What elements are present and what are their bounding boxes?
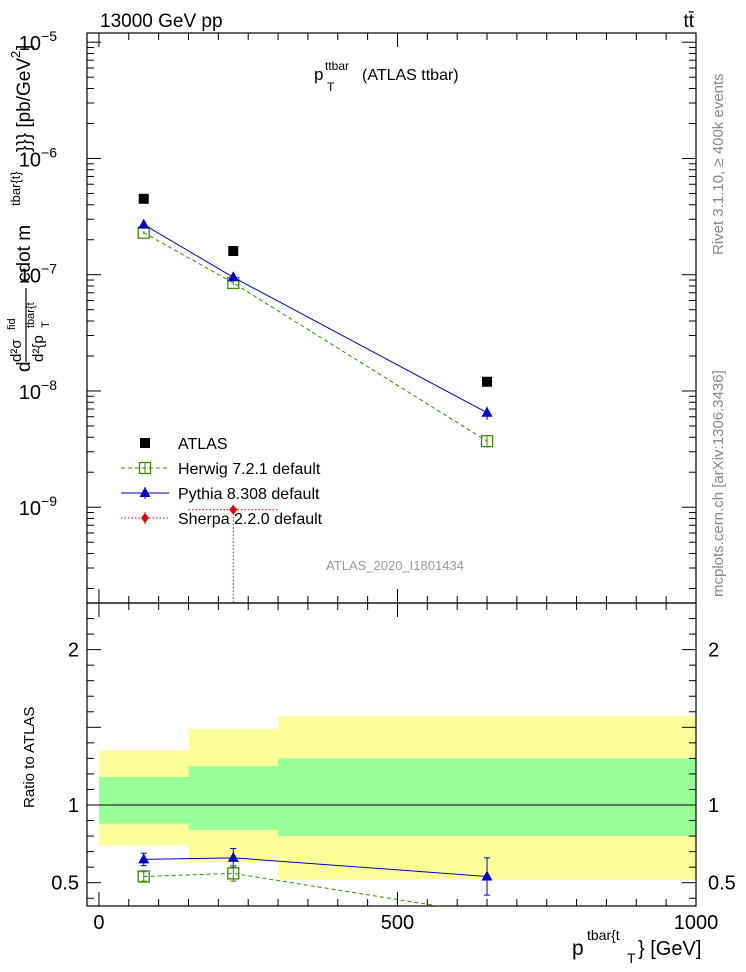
ratio-herwig-line [143, 872, 442, 906]
ratio-y-tick-label-left: 2 [68, 640, 79, 662]
herwig-line [143, 232, 488, 442]
ratio-herwig-marker [137, 870, 150, 883]
plot-title: p ttbar T (ATLAS ttbar) [314, 59, 459, 94]
main-y-tick-label: 10−5 [19, 28, 57, 55]
ylabel-cdot-sup: tbar{t} [8, 171, 23, 206]
ylabel-denominator-sub: T [40, 321, 52, 328]
analysis-watermark: ATLAS_2020_I1801434 [326, 558, 464, 573]
xlabel-main: p [572, 937, 584, 960]
rivet-version-label: Rivet 3.1.10, ≥ 400k events [710, 73, 727, 255]
x-axis-label: p tbar{t T } [GeV] [572, 927, 701, 966]
header-energy: 13000 GeV pp [100, 11, 223, 32]
legend: ATLAS Herwig 7.2.1 default Pythia 8.308 de… [121, 436, 323, 528]
title-suffix: (ATLAS ttbar) [362, 67, 459, 84]
legend-atlas-label: ATLAS [178, 436, 228, 453]
ratio-y-axis-label: Ratio to ATLAS [21, 707, 38, 808]
xlabel-sup: tbar{t [587, 927, 620, 943]
ratio-band-green-1 [188, 766, 279, 830]
ylabel-numerator-sup: fid [6, 318, 18, 330]
ratio-y-tick-label-right: 1 [708, 795, 719, 817]
pythia-marker [227, 271, 239, 282]
legend-atlas-marker [140, 438, 150, 448]
legend-pythia-marker [139, 487, 151, 497]
ylabel-unit-sup: 2 [8, 51, 23, 58]
atlas-marker [228, 245, 239, 256]
legend-pythia-label: Pythia 8.308 default [178, 486, 320, 503]
xlabel-unit: } [GeV] [638, 938, 701, 960]
ratio-panel: 0 500 1000 0.5 0.5 1 1 2 2 [51, 602, 736, 934]
ratio-herwig-marker [227, 867, 240, 880]
ylabel-d: d [14, 361, 35, 372]
header-process: tt̄ [683, 11, 694, 32]
legend-sherpa-label: Sherpa 2.2.0 default [178, 511, 323, 528]
ylabel-cdot: cdot m [14, 225, 35, 282]
main-y-tick-label: 10−9 [19, 493, 57, 520]
ylabel-numerator: d²σ [8, 339, 25, 362]
title-sup: ttbar [325, 59, 349, 73]
legend-sherpa-marker [141, 513, 149, 523]
main-series-layer [137, 193, 494, 603]
herwig-marker [480, 435, 494, 448]
pythia-line [143, 224, 488, 414]
ratio-y-tick-label-right: 0.5 [708, 873, 736, 895]
ratio-pythia-marker [227, 851, 239, 862]
ratio-band-green-2 [278, 758, 696, 837]
x-tick-label: 0 [93, 912, 104, 934]
main-y-tick-label: 10−8 [19, 377, 57, 404]
ratio-frame [86, 602, 697, 907]
main-panel: 10−9 10−8 10−7 10−6 10−5 ATLAS Herwig 7.2.1 de… [19, 28, 697, 604]
ylabel-unit-end: ] [14, 45, 35, 50]
ratio-pythia-marker [138, 853, 150, 864]
mcplots-label: mcplots.cern.ch [arXiv:1306.3436] [710, 370, 727, 597]
main-y-tick-label: 10−7 [19, 261, 57, 288]
ylabel-denominator: d²{p [30, 335, 47, 362]
x-tick-label: 1000 [674, 912, 719, 934]
ratio-y-tick-label-left: 1 [68, 795, 79, 817]
ratio-y-tick-label-left: 0.5 [51, 873, 79, 895]
legend-herwig-label: Herwig 7.2.1 default [178, 461, 321, 478]
main-y-axis-label: d d²σ fid d²{p tbar{t T cdot m tbar{t} }… [6, 45, 52, 372]
main-y-tick-label: 10−6 [19, 144, 57, 171]
ylabel-unit: }}} [pb/GeV [14, 58, 35, 152]
ratio-y-tick-label-right: 2 [708, 640, 719, 662]
sherpa-marker [229, 504, 238, 515]
atlas-marker [138, 193, 149, 204]
legend-herwig-marker [138, 461, 152, 475]
xlabel-sub: T [627, 950, 636, 966]
pythia-marker [481, 406, 493, 417]
title-main: p [314, 65, 323, 84]
ratio-pythia-marker [481, 870, 493, 881]
ratio-series-layer [137, 848, 493, 906]
pythia-marker [138, 218, 150, 229]
x-tick-label: 500 [381, 912, 414, 934]
atlas-marker [482, 376, 493, 387]
ratio-band-green-0 [98, 777, 189, 824]
title-sub: T [327, 80, 335, 94]
ylabel-denominator-sup: tbar{t [25, 302, 37, 328]
